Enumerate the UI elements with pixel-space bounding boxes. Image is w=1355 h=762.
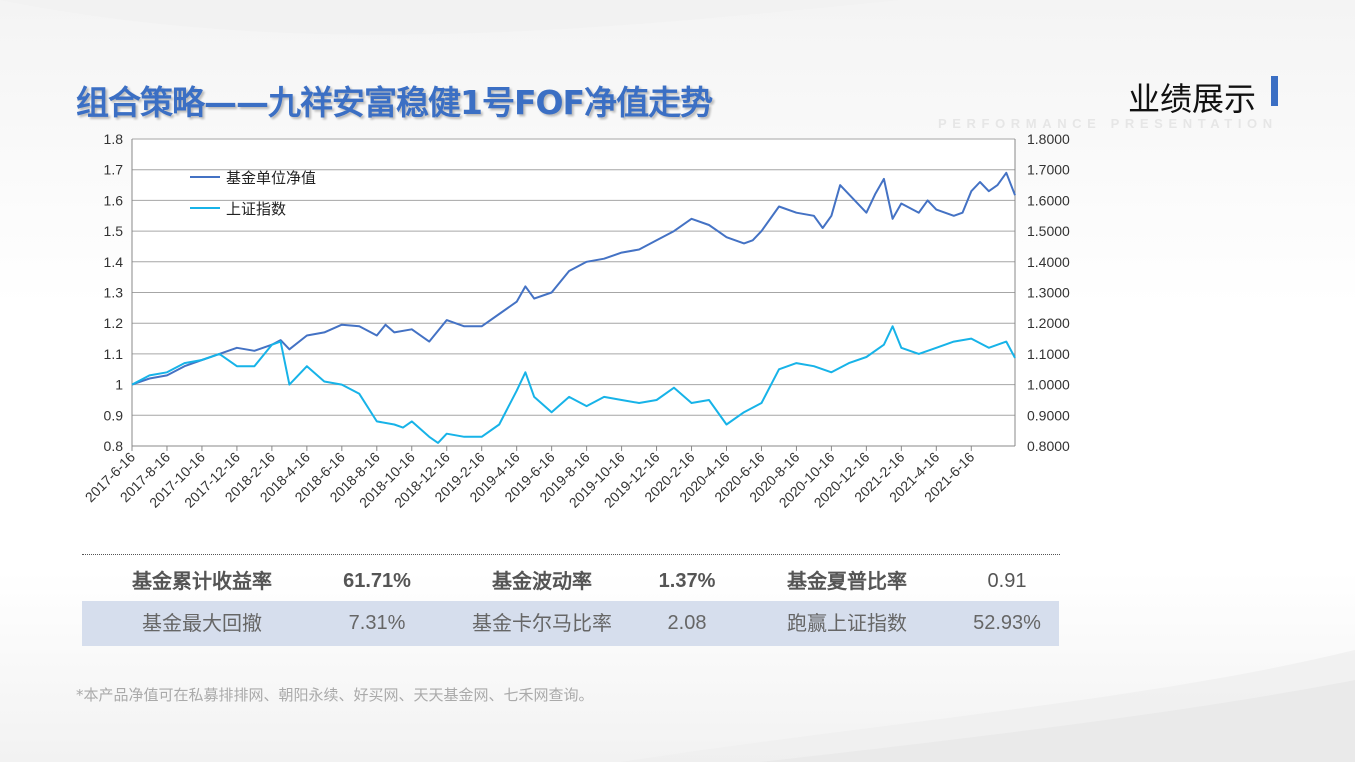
metric-label: 基金波动率 — [492, 569, 592, 593]
y-tick-label-right: 1.1000 — [1027, 346, 1070, 362]
metric-value: 61.71% — [343, 570, 411, 592]
section-subtitle: PERFORMANCE PRESENTATION — [938, 116, 1278, 131]
metrics-row-2: 基金最大回撤 7.31% 基金卡尔马比率 2.08 跑赢上证指数 52.93% — [82, 601, 1059, 646]
metric-value: 2.08 — [667, 612, 707, 634]
metric-label: 基金最大回撤 — [142, 611, 262, 635]
metric-label: 基金累计收益率 — [132, 569, 272, 593]
dotted-divider — [82, 554, 1060, 555]
y-tick-label-right: 0.8000 — [1027, 438, 1070, 454]
metric-label: 跑赢上证指数 — [787, 611, 907, 635]
section-title: 业绩展示 — [1127, 80, 1256, 118]
legend-label: 基金单位净值 — [226, 170, 316, 187]
metric-value: 1.37% — [658, 570, 716, 592]
y-tick-label-right: 1.3000 — [1027, 285, 1070, 301]
y-tick-label-right: 1.4000 — [1027, 254, 1070, 270]
y-tick-label-left: 1 — [115, 377, 123, 393]
y-tick-label-left: 1.7 — [104, 162, 124, 178]
metric-label: 基金夏普比率 — [787, 569, 907, 593]
series-line — [131, 325, 1016, 444]
metric-value: 7.31% — [348, 612, 406, 634]
y-tick-label-left: 1.6 — [104, 192, 124, 208]
metric-value: 52.93% — [973, 612, 1041, 634]
y-tick-label-right: 1.6000 — [1027, 192, 1070, 208]
y-tick-label-left: 1.1 — [104, 346, 124, 362]
legend-label: 上证指数 — [226, 201, 286, 218]
metrics-row-1: 基金累计收益率 61.71% 基金波动率 1.37% 基金夏普比率 0.91 — [82, 559, 1059, 604]
y-tick-label-right: 1.0000 — [1027, 377, 1070, 393]
metric-label: 基金卡尔马比率 — [472, 611, 612, 635]
section-accent-bar — [1271, 76, 1278, 106]
y-tick-label-left: 1.4 — [104, 254, 124, 270]
y-tick-label-right: 1.7000 — [1027, 162, 1070, 178]
page-title: 组合策略——九祥安富稳健1号FOF净值走势 — [76, 83, 713, 122]
y-tick-label-left: 0.9 — [104, 407, 124, 423]
y-tick-label-right: 1.8000 — [1027, 131, 1070, 147]
y-tick-label-right: 1.5000 — [1027, 223, 1070, 239]
footnote: *本产品净值可在私募排排网、朝阳永续、好买网、天天基金网、七禾网查询。 — [76, 686, 594, 704]
y-tick-label-left: 1.3 — [104, 285, 124, 301]
y-tick-label-left: 1.2 — [104, 315, 124, 331]
y-tick-label-left: 0.8 — [104, 438, 124, 454]
series-line — [131, 171, 1016, 386]
metric-value: 0.91 — [987, 570, 1027, 592]
y-tick-label-left: 1.5 — [104, 223, 124, 239]
y-tick-label-right: 1.2000 — [1027, 315, 1070, 331]
y-tick-label-right: 0.9000 — [1027, 407, 1070, 423]
y-tick-label-left: 1.8 — [104, 131, 124, 147]
nav-line-chart: 0.8 0.8000 0.9 0.9000 1 1.0000 1.1 1.1000 1.2 1.2… — [82, 131, 1070, 511]
